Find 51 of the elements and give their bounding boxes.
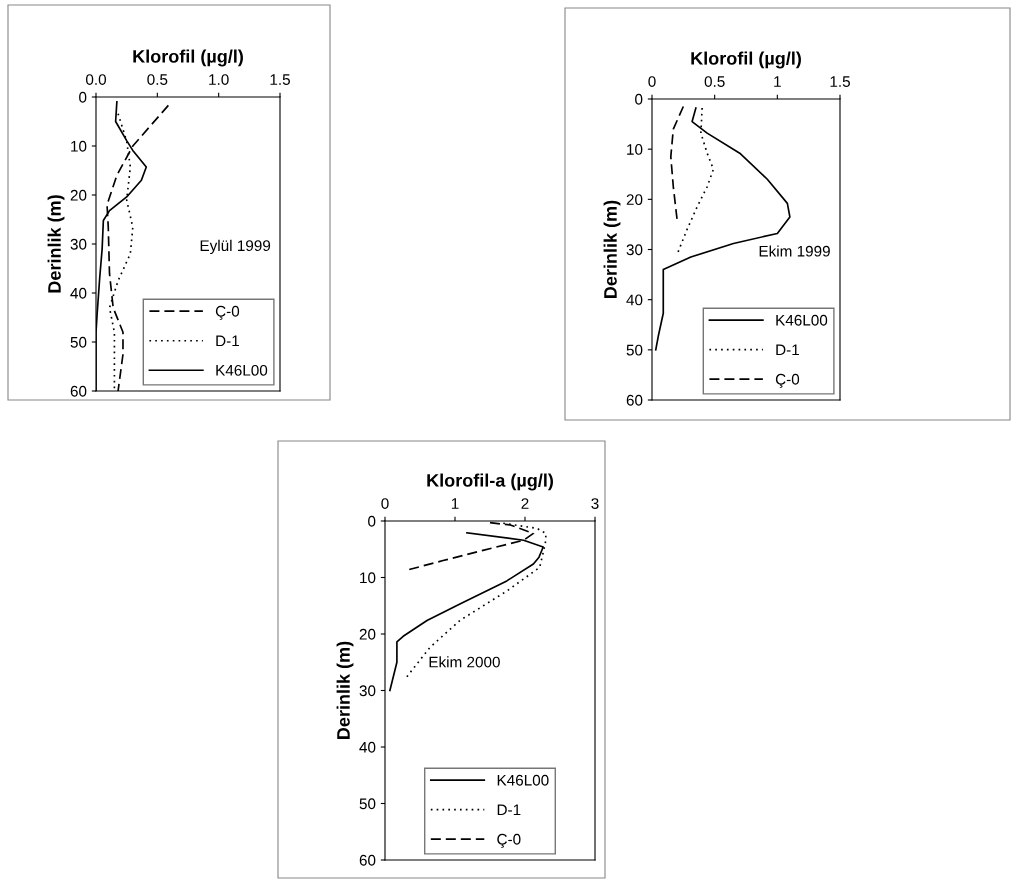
x-tick-label: 1 [451, 498, 459, 509]
y-tick-label: 50 [70, 336, 87, 348]
y-axis-title: Derinlik (m) [603, 200, 621, 298]
x-tick-label: 1.0 [209, 74, 229, 85]
y-tick-label: 10 [360, 572, 376, 584]
x-tick-label: 0 [648, 76, 656, 87]
y-tick-label: 10 [627, 144, 643, 155]
x-tick-label: 0.0 [85, 74, 107, 85]
y-axis-title: Derinlik (m) [336, 641, 354, 739]
legend-label: K46L00 [216, 364, 268, 376]
y-tick-label: 60 [70, 385, 87, 397]
y-tick-label: 0 [368, 515, 376, 527]
legend-label: K46L00 [497, 774, 549, 786]
legend-label: K46L00 [776, 314, 828, 326]
y-tick-label: 20 [70, 189, 87, 201]
y-tick-label: 30 [359, 685, 376, 697]
y-tick-label: 50 [626, 344, 643, 356]
x-tick-label: 3 [591, 498, 599, 509]
legend-label: D-1 [216, 335, 239, 347]
y-tick-label: 60 [359, 854, 376, 866]
x-tick-label: 0.5 [147, 74, 168, 85]
x-tick-label: 0.5 [704, 76, 725, 87]
x-axis-title: Klorofil (µg/l) [691, 51, 801, 69]
x-tick-label: 0 [381, 498, 389, 509]
y-tick-label: 40 [626, 294, 643, 306]
annotation: Eylül 1999 [200, 239, 271, 255]
y-tick-label: 60 [626, 394, 643, 406]
x-tick-label: 1 [774, 76, 781, 87]
y-tick-label: 0 [79, 91, 87, 103]
y-tick-label: 30 [70, 238, 87, 250]
y-tick-label: 40 [70, 287, 87, 299]
annotation: Ekim 1999 [759, 245, 830, 257]
legend-label: D-1 [497, 804, 521, 816]
y-tick-label: 0 [635, 93, 643, 105]
x-tick-label: 1.5 [270, 74, 290, 85]
x-tick-label: 1.5 [830, 76, 850, 87]
y-tick-label: 20 [626, 194, 643, 206]
legend-label: D-1 [776, 344, 799, 356]
x-axis-title: Klorofil-a (µg/l) [427, 473, 553, 491]
y-tick-label: 10 [71, 140, 87, 152]
y-tick-label: 30 [626, 244, 643, 256]
y-tick-label: 40 [359, 741, 376, 753]
y-tick-label: 50 [359, 798, 376, 810]
x-tick-label: 2 [521, 498, 529, 509]
y-tick-label: 20 [359, 628, 376, 640]
legend-label: Ç-0 [775, 373, 800, 388]
legend-label: Ç-0 [215, 305, 240, 320]
x-axis-title: Klorofil (µg/l) [133, 49, 243, 67]
y-axis-title: Derinlik (m) [47, 195, 65, 293]
annotation: Ekim 2000 [429, 656, 500, 668]
legend-label: Ç-0 [497, 833, 521, 848]
